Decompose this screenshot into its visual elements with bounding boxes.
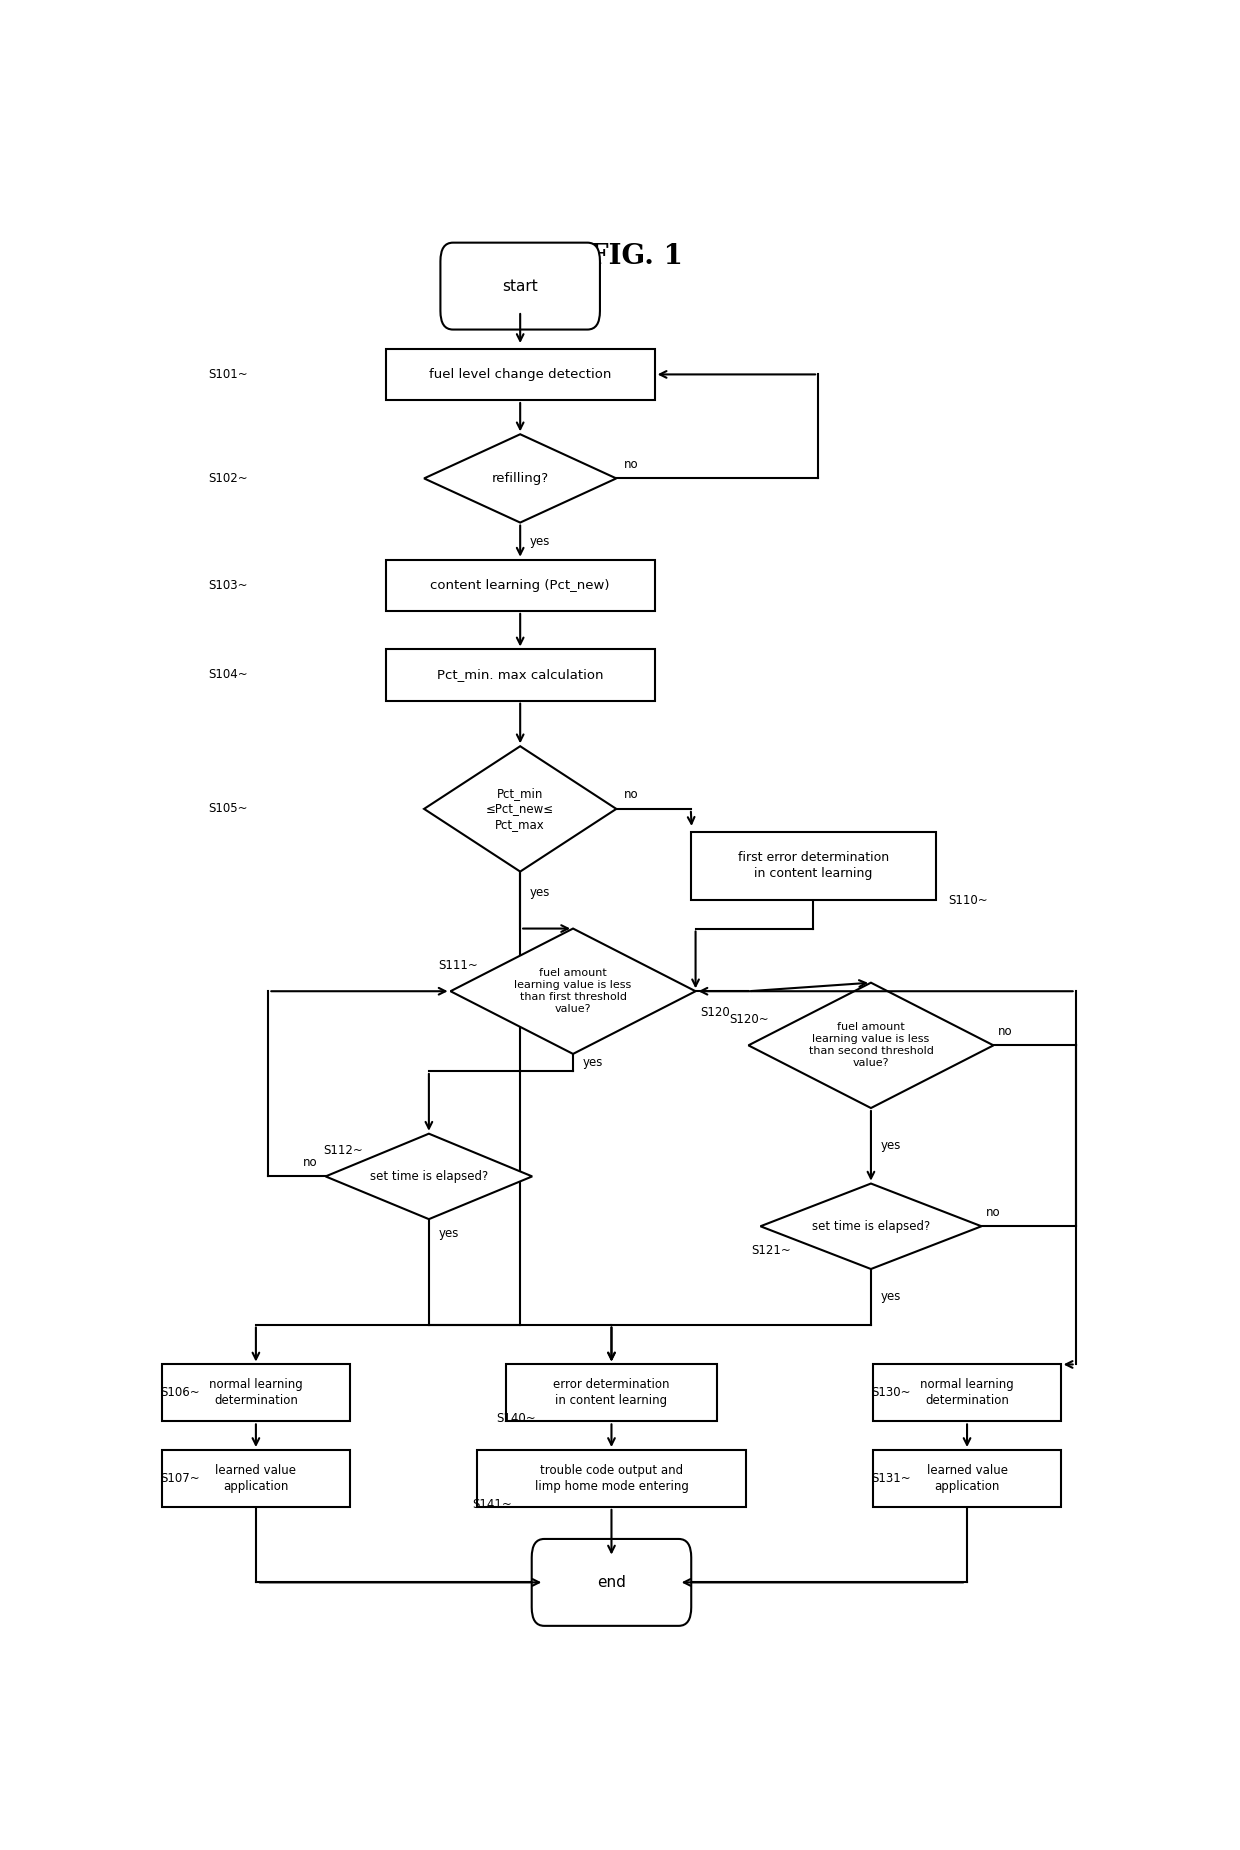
Text: S130~: S130~ xyxy=(870,1386,910,1399)
Polygon shape xyxy=(326,1134,532,1219)
Bar xyxy=(386,350,655,400)
Text: learned value
application: learned value application xyxy=(216,1463,296,1493)
FancyBboxPatch shape xyxy=(440,242,600,329)
Text: set time is elapsed?: set time is elapsed? xyxy=(812,1219,930,1232)
Bar xyxy=(506,1365,717,1421)
Text: no: no xyxy=(624,788,639,801)
Text: S140~: S140~ xyxy=(496,1412,536,1424)
Bar xyxy=(873,1450,1060,1508)
Text: yes: yes xyxy=(583,1056,603,1069)
Text: S103~: S103~ xyxy=(208,579,247,592)
Text: yes: yes xyxy=(529,886,551,899)
Text: S111~: S111~ xyxy=(439,958,479,971)
Bar xyxy=(386,559,655,610)
Text: no: no xyxy=(998,1025,1013,1038)
Text: fuel level change detection: fuel level change detection xyxy=(429,368,611,381)
Bar xyxy=(162,1365,350,1421)
Text: S102~: S102~ xyxy=(208,472,248,485)
Text: yes: yes xyxy=(880,1289,901,1302)
Text: S110~: S110~ xyxy=(947,894,987,906)
Text: normal learning
determination: normal learning determination xyxy=(920,1378,1014,1408)
Text: S121~: S121~ xyxy=(751,1243,791,1256)
Text: start: start xyxy=(502,279,538,294)
Text: Pct_min
≤Pct_new≤
Pct_max: Pct_min ≤Pct_new≤ Pct_max xyxy=(486,786,554,831)
Text: fuel amount
learning value is less
than first threshold
value?: fuel amount learning value is less than … xyxy=(515,968,631,1014)
Text: FIG. 1: FIG. 1 xyxy=(589,242,682,270)
Text: yes: yes xyxy=(880,1140,901,1153)
Bar xyxy=(691,832,936,901)
Text: no: no xyxy=(304,1156,317,1169)
Bar xyxy=(477,1450,746,1508)
Polygon shape xyxy=(749,982,993,1108)
Text: S105~: S105~ xyxy=(208,803,247,816)
Text: S106~: S106~ xyxy=(160,1386,200,1399)
Text: yes: yes xyxy=(529,535,551,548)
Text: S120~: S120~ xyxy=(729,1014,769,1027)
Polygon shape xyxy=(760,1184,982,1269)
Text: refilling?: refilling? xyxy=(491,472,549,485)
Text: Pct_min. max calculation: Pct_min. max calculation xyxy=(436,668,604,681)
Text: trouble code output and
limp home mode entering: trouble code output and limp home mode e… xyxy=(534,1463,688,1493)
Polygon shape xyxy=(424,435,616,522)
Text: learned value
application: learned value application xyxy=(926,1463,1008,1493)
Text: first error determination
in content learning: first error determination in content lea… xyxy=(738,851,889,881)
Bar xyxy=(873,1365,1060,1421)
Text: fuel amount
learning value is less
than second threshold
value?: fuel amount learning value is less than … xyxy=(808,1023,934,1067)
Polygon shape xyxy=(424,746,616,871)
Text: S131~: S131~ xyxy=(870,1473,910,1486)
Text: S141~: S141~ xyxy=(472,1497,512,1511)
Text: S104~: S104~ xyxy=(208,668,248,681)
Text: S101~: S101~ xyxy=(208,368,248,381)
Text: S107~: S107~ xyxy=(160,1473,200,1486)
Text: yes: yes xyxy=(439,1227,459,1240)
Text: content learning (Pct_new): content learning (Pct_new) xyxy=(430,579,610,592)
Text: error determination
in content learning: error determination in content learning xyxy=(553,1378,670,1408)
Polygon shape xyxy=(450,929,696,1054)
Text: set time is elapsed?: set time is elapsed? xyxy=(370,1169,489,1182)
FancyBboxPatch shape xyxy=(532,1539,691,1626)
Bar xyxy=(162,1450,350,1508)
Text: no: no xyxy=(624,457,639,470)
Bar xyxy=(386,649,655,701)
Text: S120: S120 xyxy=(701,1006,730,1019)
Text: normal learning
determination: normal learning determination xyxy=(210,1378,303,1408)
Text: no: no xyxy=(986,1206,1001,1219)
Text: end: end xyxy=(596,1574,626,1589)
Text: S112~: S112~ xyxy=(324,1145,363,1158)
